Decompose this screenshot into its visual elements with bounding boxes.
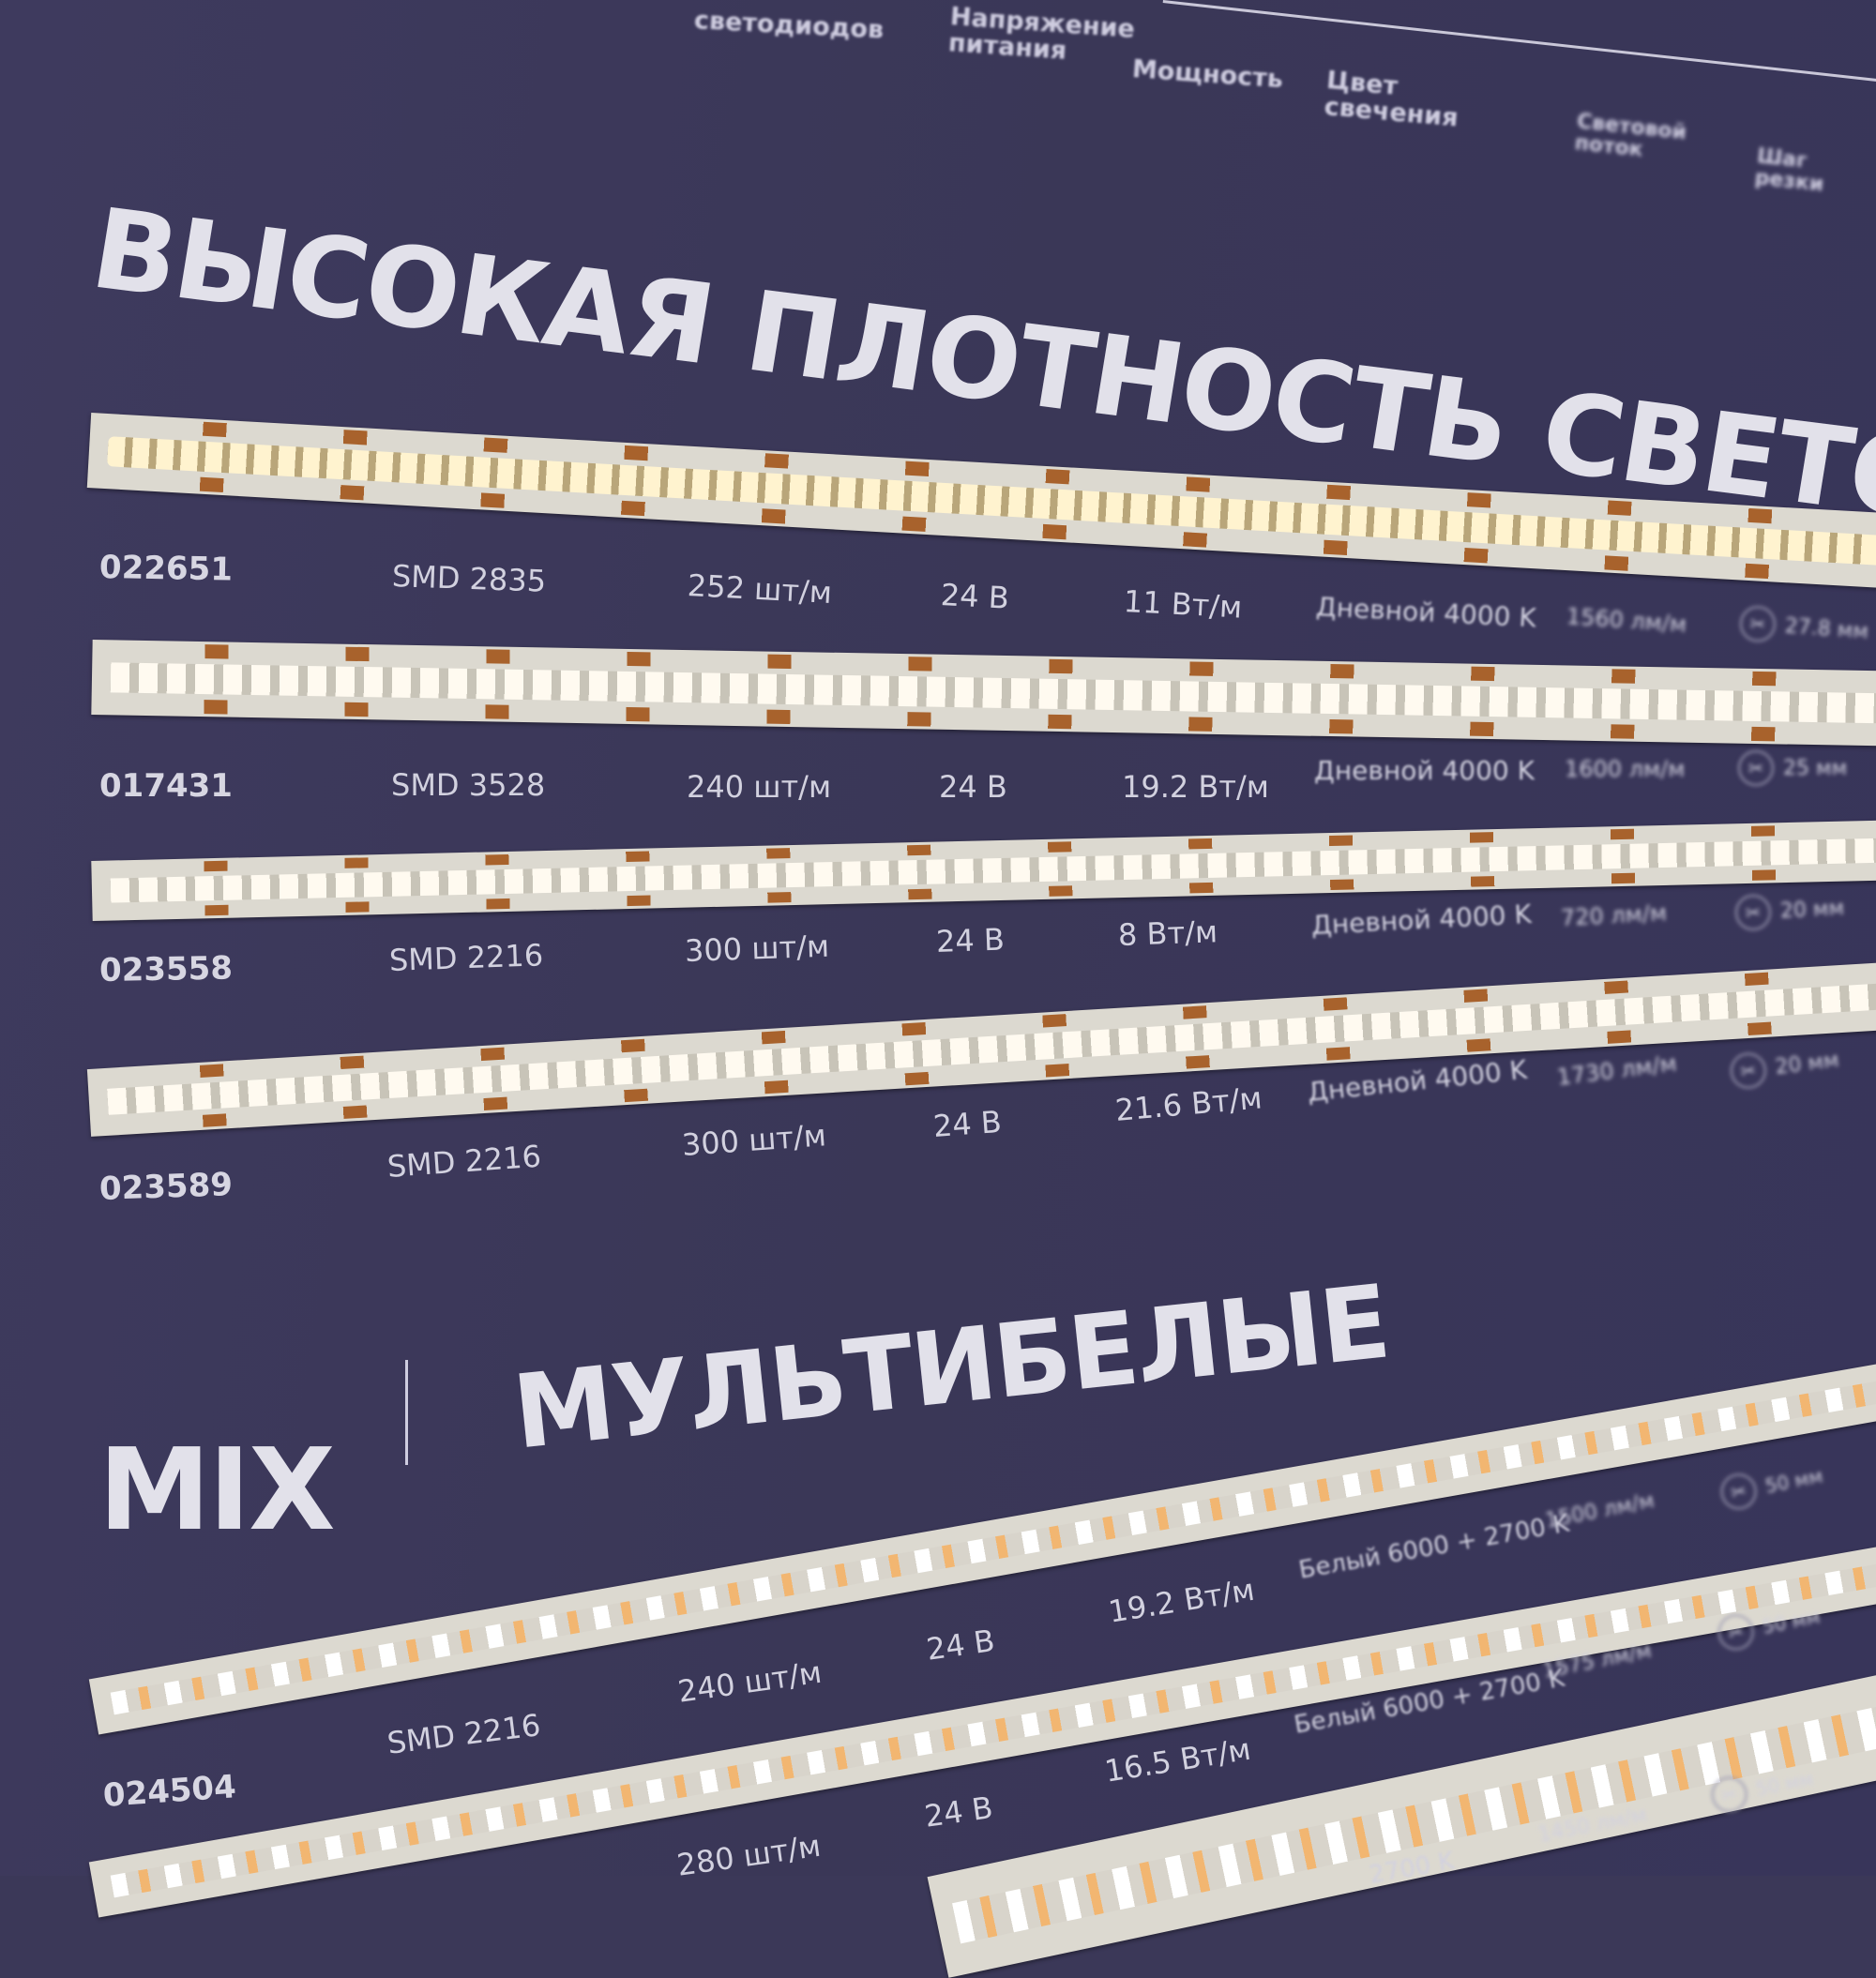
row4-article: 023589 [98, 1166, 234, 1208]
section-divider [405, 1360, 408, 1465]
header-color: Цвет свечения [1323, 66, 1460, 133]
row1-type: SMD 2835 [391, 558, 547, 599]
row2-voltage: 24 В [939, 769, 1007, 805]
row3-article: 023558 [98, 949, 234, 989]
row1-power: 11 Вт/м [1123, 583, 1244, 626]
row1-cut-value: 27.8 мм [1783, 614, 1869, 644]
row2-flux: 1600 лм/м [1565, 756, 1686, 782]
row1-voltage: 24 В [940, 577, 1010, 616]
row3-power: 8 Вт/м [1117, 914, 1218, 953]
scissors-icon: ✂ [1717, 1471, 1760, 1513]
scissors-icon: ✂ [1738, 605, 1778, 643]
row2-cut-value: 25 мм [1783, 757, 1848, 780]
row5-cut-value: 50 мм [1763, 1464, 1825, 1498]
row2-density: 240 шт/м [687, 769, 832, 805]
scissors-icon: ✂ [1728, 1050, 1769, 1091]
row4-cut-value: 20 мм [1774, 1048, 1840, 1080]
scissors-icon: ✂ [1738, 750, 1774, 786]
scissors-icon: ✂ [1734, 894, 1772, 931]
row3-density: 300 шт/м [684, 928, 830, 969]
row2-article: 017431 [99, 767, 233, 805]
row3-type: SMD 2216 [388, 937, 544, 978]
row6-cut-value: 50 мм [1760, 1605, 1823, 1638]
row2-type: SMD 3528 [391, 767, 546, 803]
row7-cut-value: 50 мм [1753, 1767, 1816, 1801]
row3-voltage: 24 В [935, 921, 1006, 959]
row2-cut: ✂ 25 мм [1738, 750, 1847, 786]
row4-voltage: 24 В [931, 1103, 1003, 1144]
row1-density: 252 шт/м [687, 567, 833, 612]
row1-article: 022651 [98, 549, 234, 589]
scissors-icon: ✂ [1708, 1774, 1750, 1816]
row2-color: Дневной 4000 K [1314, 755, 1535, 786]
row2-power: 19.2 Вт/м [1122, 769, 1269, 805]
row3-cut: ✂ 20 мм [1734, 890, 1845, 931]
scissors-icon: ✂ [1715, 1611, 1757, 1653]
row3-flux: 720 лм/м [1560, 899, 1668, 931]
row3-cut-value: 20 мм [1779, 896, 1845, 924]
section-mix-label: MIX [98, 1426, 336, 1556]
header-cut-step: Шаг резки [1753, 144, 1825, 197]
